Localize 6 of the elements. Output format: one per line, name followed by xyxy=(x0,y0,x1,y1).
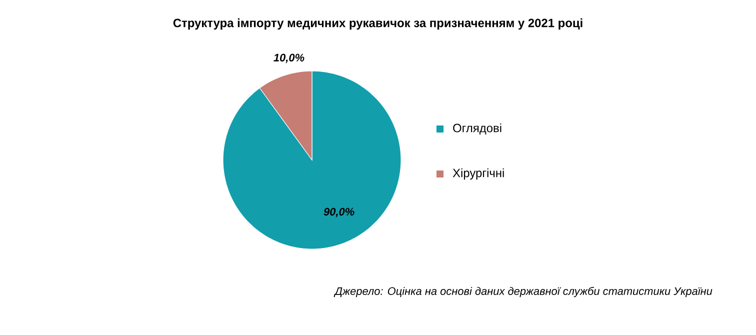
chart-title: Структура імпорту медичних рукавичок за призначенням у 2021 році xyxy=(173,18,582,30)
text: Джерело: Оцінка на основі даних державної служби статистики України xyxy=(334,286,712,298)
data-label: 90,0% xyxy=(324,208,354,218)
legend-label: Оглядові xyxy=(453,123,502,135)
data-label: 10,0% xyxy=(274,54,304,64)
legend-label: Хірургічні xyxy=(452,168,504,180)
